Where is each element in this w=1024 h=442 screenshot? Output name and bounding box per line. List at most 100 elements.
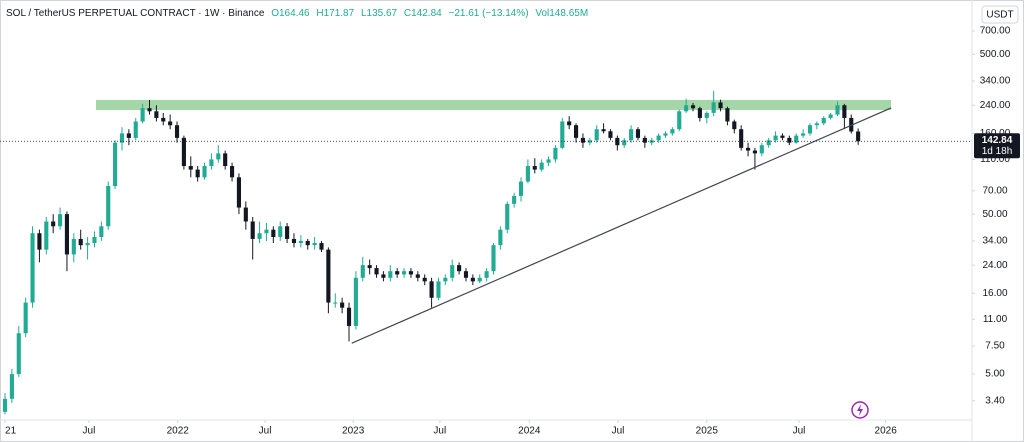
open-label: O164.46 — [271, 8, 310, 19]
y-tick-label: 340.00 — [980, 76, 1011, 87]
candle-body — [285, 226, 290, 239]
resistance-zone — [96, 99, 891, 111]
y-tick-label: 3.40 — [985, 395, 1005, 406]
candle-body — [759, 145, 764, 154]
y-tick-label: 7.50 — [985, 341, 1005, 352]
candle-body — [223, 153, 228, 167]
candle-body — [312, 243, 317, 246]
candle-body — [126, 133, 131, 138]
candle-body — [594, 129, 599, 141]
high-label: H171.87 — [316, 8, 354, 19]
candle-body — [174, 125, 180, 138]
candle-body — [71, 238, 76, 255]
candle-body — [119, 133, 125, 143]
candle-body — [415, 274, 420, 278]
x-tick-label: 2023 — [342, 426, 365, 437]
candle-body — [291, 238, 297, 244]
candle-body — [195, 169, 200, 178]
candle-body — [64, 214, 70, 255]
candle-body — [601, 129, 606, 132]
y-tick-label: 50.00 — [982, 209, 1007, 220]
candle-body — [374, 268, 379, 275]
candle-body — [739, 129, 744, 148]
symbol-title: SOL / TetherUS PERPETUAL CONTRACT · 1W ·… — [6, 8, 265, 19]
x-tick-label: 2026 — [875, 426, 898, 437]
candle-body — [780, 135, 785, 138]
candle-body — [697, 108, 702, 118]
candle-body — [168, 121, 173, 126]
candle-body — [622, 140, 627, 146]
candle-body — [512, 195, 517, 204]
candle-body — [532, 166, 537, 170]
candle-body — [92, 236, 97, 244]
candle-body — [718, 102, 723, 109]
candle-body — [236, 177, 242, 208]
candle-body — [670, 129, 675, 134]
candle-body — [326, 249, 331, 303]
candle-body — [491, 245, 496, 272]
candle-body — [30, 233, 35, 303]
candle-body — [801, 133, 806, 136]
candle-body — [766, 140, 771, 146]
currency-box[interactable] — [981, 5, 1019, 24]
y-tick-label: 11.00 — [983, 314, 1008, 325]
candle-body — [560, 121, 565, 148]
y-tick-label: 5.00 — [985, 369, 1005, 380]
candle-body — [278, 226, 283, 237]
candle-body — [381, 274, 386, 278]
candle-body — [457, 265, 462, 272]
candle-body — [732, 121, 737, 130]
candle-body — [229, 166, 235, 178]
y-tick-label: 240.00 — [980, 100, 1011, 111]
icon-bolt[interactable] — [857, 404, 863, 416]
candle-body — [140, 108, 145, 122]
countdown-label: 1d 18h — [982, 146, 1013, 157]
candle-body — [807, 125, 813, 134]
candle-body — [401, 271, 407, 275]
candle-body — [2, 398, 8, 412]
x-tick-label: Jul — [83, 426, 96, 437]
candle-body — [367, 265, 372, 269]
candle-body — [23, 302, 28, 334]
last-price-box — [974, 133, 1020, 159]
candle-body — [161, 117, 166, 122]
plot — [0, 90, 972, 415]
x-tick-label: Jul — [259, 426, 272, 437]
candle-body — [553, 147, 558, 160]
candle-body — [78, 238, 83, 246]
candle-body — [257, 233, 262, 239]
candle-body — [443, 277, 448, 282]
candle-body — [677, 111, 682, 130]
y-tick-label: 24.00 — [982, 260, 1007, 271]
y-tick-label: 70.00 — [982, 185, 1007, 196]
candle-body — [463, 271, 469, 278]
candle-body — [133, 121, 138, 138]
candle-body — [436, 281, 441, 298]
candle-body — [505, 203, 510, 230]
x-tick-label: 21 — [5, 426, 17, 437]
candle-body — [147, 108, 152, 112]
candle-body — [587, 140, 592, 143]
candle-body — [333, 302, 338, 304]
y-tick-label: 34.00 — [982, 236, 1007, 247]
lightning-icon[interactable] — [851, 401, 869, 419]
currency-label[interactable]: USDT — [986, 10, 1013, 21]
last-price-label: 142.84 — [982, 135, 1013, 146]
y-tick-label: 110.00 — [980, 154, 1010, 165]
candle-body — [319, 243, 324, 250]
candle-body — [408, 271, 414, 275]
header: SOL / TetherUS PERPETUAL CONTRACT · 1W ·… — [6, 8, 588, 19]
candle-body — [752, 150, 758, 154]
candle-body — [477, 277, 482, 282]
candle-body — [9, 374, 14, 399]
x-tick-label: Jul — [433, 426, 446, 437]
candle-body — [388, 271, 393, 278]
candle-body — [711, 102, 716, 113]
candle-body — [615, 137, 620, 146]
x-tick-label: Jul — [612, 426, 625, 437]
candle-body — [113, 142, 118, 187]
x-tick-label: 2022 — [167, 426, 190, 437]
candle-body — [580, 137, 586, 143]
